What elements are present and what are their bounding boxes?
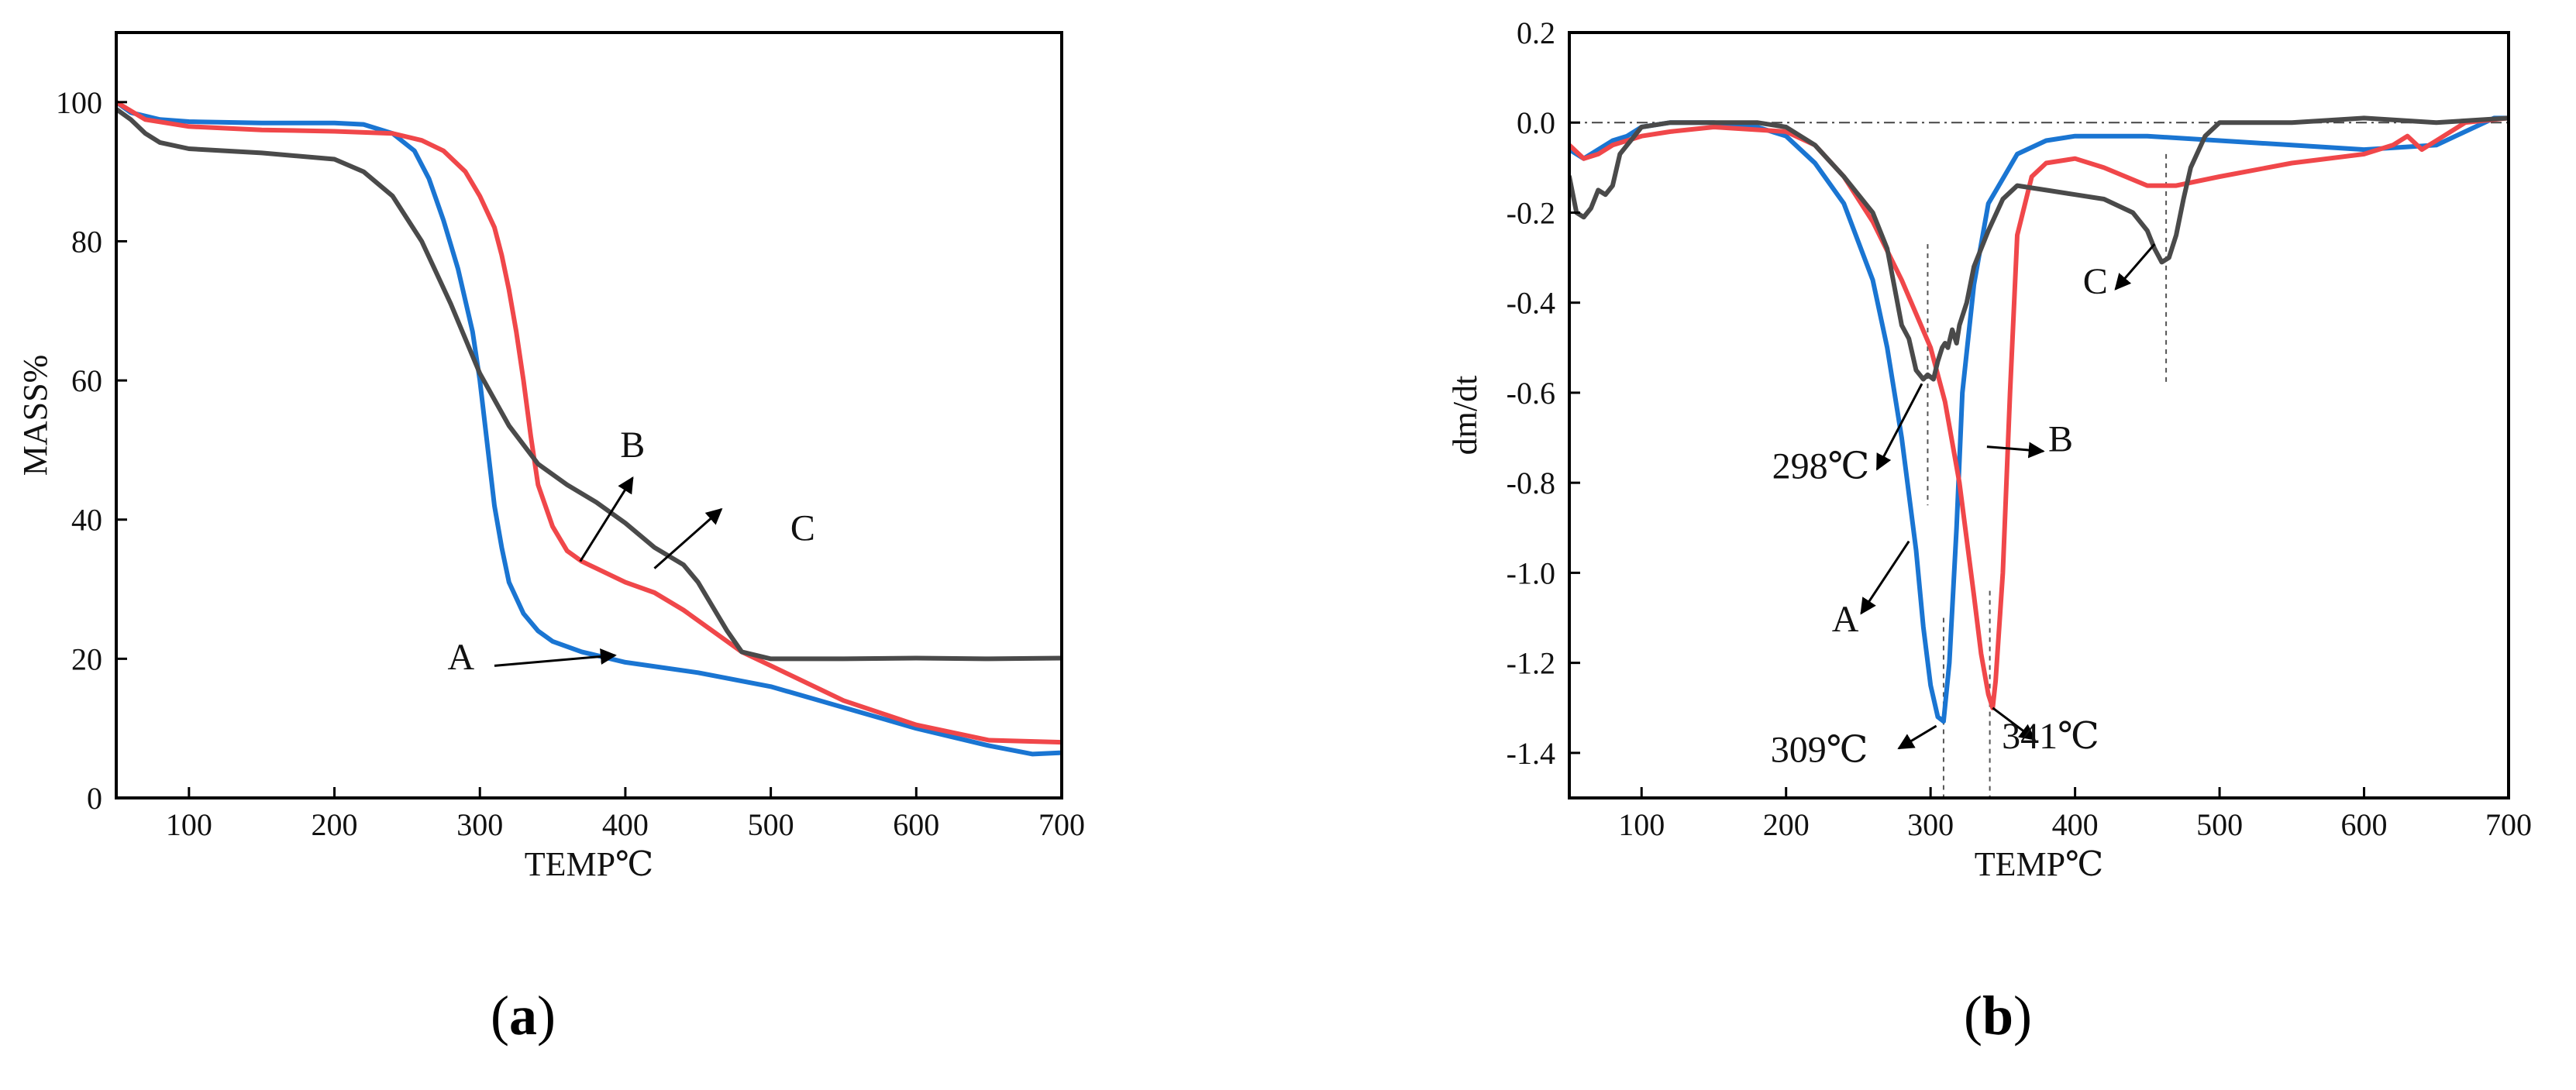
y-tick-label: -0.8 [1507,466,1555,500]
annotation-label: 309℃ [1771,730,1868,771]
y-tick-label: 100 [56,85,102,120]
series-line-c [116,106,1062,662]
panel-b-dtg-chart: 100 200 300 400 500 600 700 0.2 0.0 -0.2 -0.4 -0.6 -… [1446,15,2532,1047]
y-axis-title: dm/dt [1446,376,1484,456]
panel-label: (a) [491,985,556,1047]
y-tick-label: 40 [71,503,102,538]
annotation-arrow [1860,540,1910,615]
annotation-arrow [1986,442,2045,459]
x-axis-title: TEMP℃ [1975,845,2104,883]
x-tick-label: 100 [166,807,212,842]
y-tick-label: -1.0 [1507,555,1555,590]
x-tick-label: 600 [2341,807,2388,842]
y-tick-label: -1.4 [1507,736,1555,771]
y-tick-label: 0.2 [1517,15,1555,50]
panel-a-tga-chart: 100 200 300 400 500 600 700 0 20 40 60 80 100 TEMP℃ MA… [16,31,1085,1047]
series-line-a [1569,115,2509,724]
x-tick-label: 700 [1038,807,1085,842]
x-tick-label: 700 [2485,807,2532,842]
x-tick-label: 300 [1907,807,1954,842]
annotation-arrow [1897,724,1937,750]
series-line-c [1569,115,2509,382]
x-tick-label: 200 [1763,807,1810,842]
annotation-label: B [2048,418,2073,459]
y-tick-label: -0.2 [1507,195,1555,230]
panel-label-letter: b [1982,985,2013,1047]
y-tick-label: -1.2 [1507,646,1555,681]
annotation-arrow [1875,383,1923,471]
x-tick-label: 500 [748,807,794,842]
panel-label-letter: a [509,985,537,1047]
plot-frame [115,31,1063,799]
annotation-arrow [494,648,617,667]
y-tick-label: -0.4 [1507,286,1555,321]
y-tick-label: 20 [71,641,102,676]
x-tick-label: 300 [456,807,503,842]
annotation-label: C [790,508,815,549]
annotation-arrow [1992,707,2037,741]
x-axis-title: TEMP℃ [525,845,654,883]
annotation-label: 341℃ [2002,716,2099,757]
panel-label: (b) [1964,985,2032,1047]
annotation-label: C [2083,261,2108,302]
y-tick-label: 0 [87,781,102,816]
y-tick-label: 80 [71,224,102,259]
x-tick-label: 400 [602,807,649,842]
x-tick-label: 600 [893,807,939,842]
annotation-arrow [653,507,723,569]
plot-frame [1568,31,2510,799]
x-tick-label: 400 [2052,807,2099,842]
annotation-label: B [620,425,645,466]
annotation-arrow [2114,243,2156,291]
panel-label-close-paren: ) [537,985,556,1047]
annotation-label: A [1832,599,1859,640]
x-tick-label: 100 [1618,807,1665,842]
annotation-label: 298℃ [1772,445,1870,487]
annotation-label: A [447,637,474,678]
panel-label-open-paren: ( [491,985,509,1047]
panel-label-open-paren: ( [1964,985,1982,1047]
y-tick-label: 60 [71,363,102,398]
series-line-b [116,99,1062,745]
panel-label-close-paren: ) [2013,985,2032,1047]
annotation-arrow [579,476,634,562]
x-tick-label: 200 [312,807,358,842]
y-tick-label: -0.6 [1507,376,1555,411]
y-axis-title: MASS% [16,355,54,476]
series-line-a [116,99,1062,757]
series-line-b [1569,115,2509,710]
x-tick-label: 500 [2196,807,2243,842]
y-tick-label: 0.0 [1517,105,1555,140]
